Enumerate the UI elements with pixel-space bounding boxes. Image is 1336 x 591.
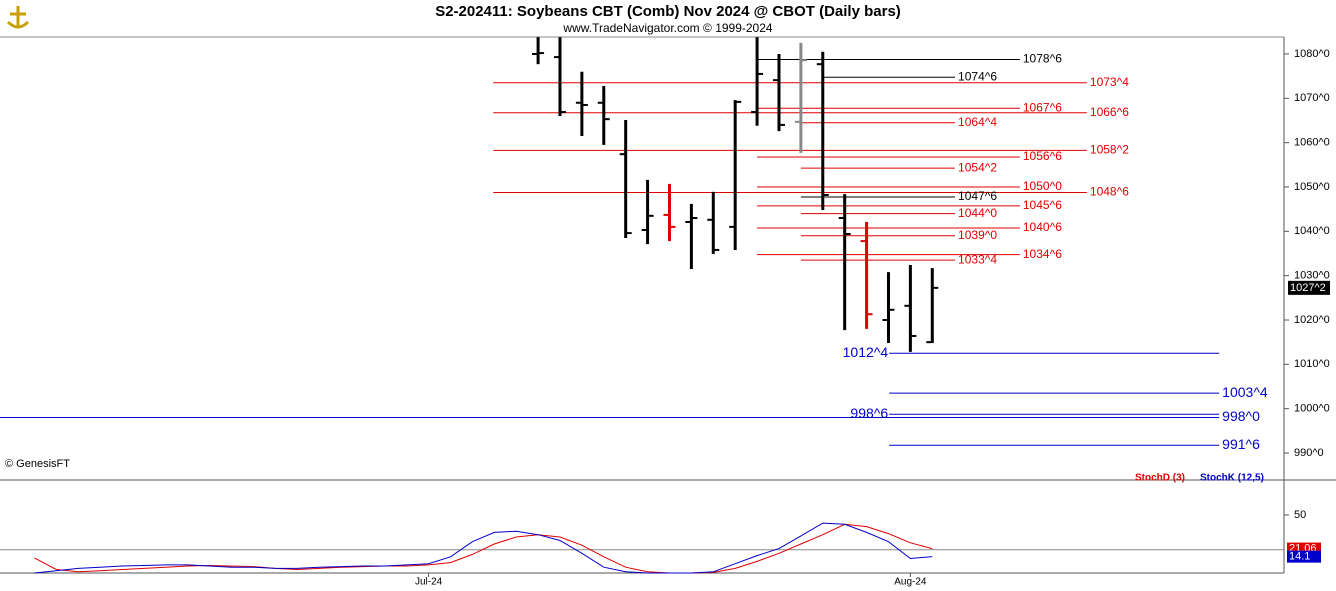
y-tick-label: 1030^0 [1294,270,1330,282]
level-label: 1064^4 [958,115,997,129]
legend-entry: StochK (12,5) [1200,473,1264,484]
y-tick-label: 1000^0 [1294,403,1330,415]
chart-subtitle: www.TradeNavigator.com © 1999-2024 [562,21,772,35]
level-label: 991^6 [1222,436,1260,452]
level-label: 1048^6 [1090,185,1129,199]
level-label: 1056^6 [1023,149,1062,163]
level-label: 1050^0 [1023,179,1062,193]
legend-entry: StochD (3) [1135,473,1185,484]
chart-title: S2-202411: Soybeans CBT (Comb) Nov 2024 … [435,3,901,20]
level-label: 998^0 [1222,408,1260,424]
level-label: 1045^6 [1023,198,1062,212]
level-label: 1047^6 [958,189,997,203]
last-value-box [1287,550,1321,563]
level-label: 1003^4 [1222,384,1268,400]
stoch-line [34,523,933,574]
level-label: 1066^6 [1090,105,1129,119]
level-label: 1058^2 [1090,143,1129,157]
x-tick-label: Aug-24 [894,577,927,588]
level-label: 1067^6 [1023,100,1062,114]
logo [4,4,32,32]
last-price-box [1288,280,1330,295]
level-label: 1034^6 [1023,247,1062,261]
level-label: 998^6 [850,405,888,421]
level-label: 1039^0 [958,228,997,242]
y-tick-label: 1070^0 [1294,92,1330,104]
level-label: 1078^6 [1023,52,1062,66]
y-tick-label: 1080^0 [1294,48,1330,60]
y-tick-label: 1040^0 [1294,225,1330,237]
level-label: 1074^6 [958,69,997,83]
y-tick-label: 1050^0 [1294,181,1330,193]
last-value-label: 14.1 [1289,551,1310,563]
y-tick-label: 1020^0 [1294,314,1330,326]
level-label: 1040^6 [1023,220,1062,234]
y-tick-label: 990^0 [1294,447,1324,459]
level-label: 1054^2 [958,160,997,174]
y-tick-label: 1060^0 [1294,137,1330,149]
y-tick-label: 50 [1294,509,1306,521]
stoch-line [34,522,933,574]
level-label: 1012^4 [843,344,889,360]
level-label: 1044^0 [958,206,997,220]
y-tick-label: 1010^0 [1294,358,1330,370]
level-label: 1073^4 [1090,75,1129,89]
level-label: 1033^4 [958,252,997,266]
watermark: © GenesisFT [5,458,70,470]
last-price-label: 1027^2 [1290,282,1326,294]
x-tick-label: Jul-24 [415,577,443,588]
